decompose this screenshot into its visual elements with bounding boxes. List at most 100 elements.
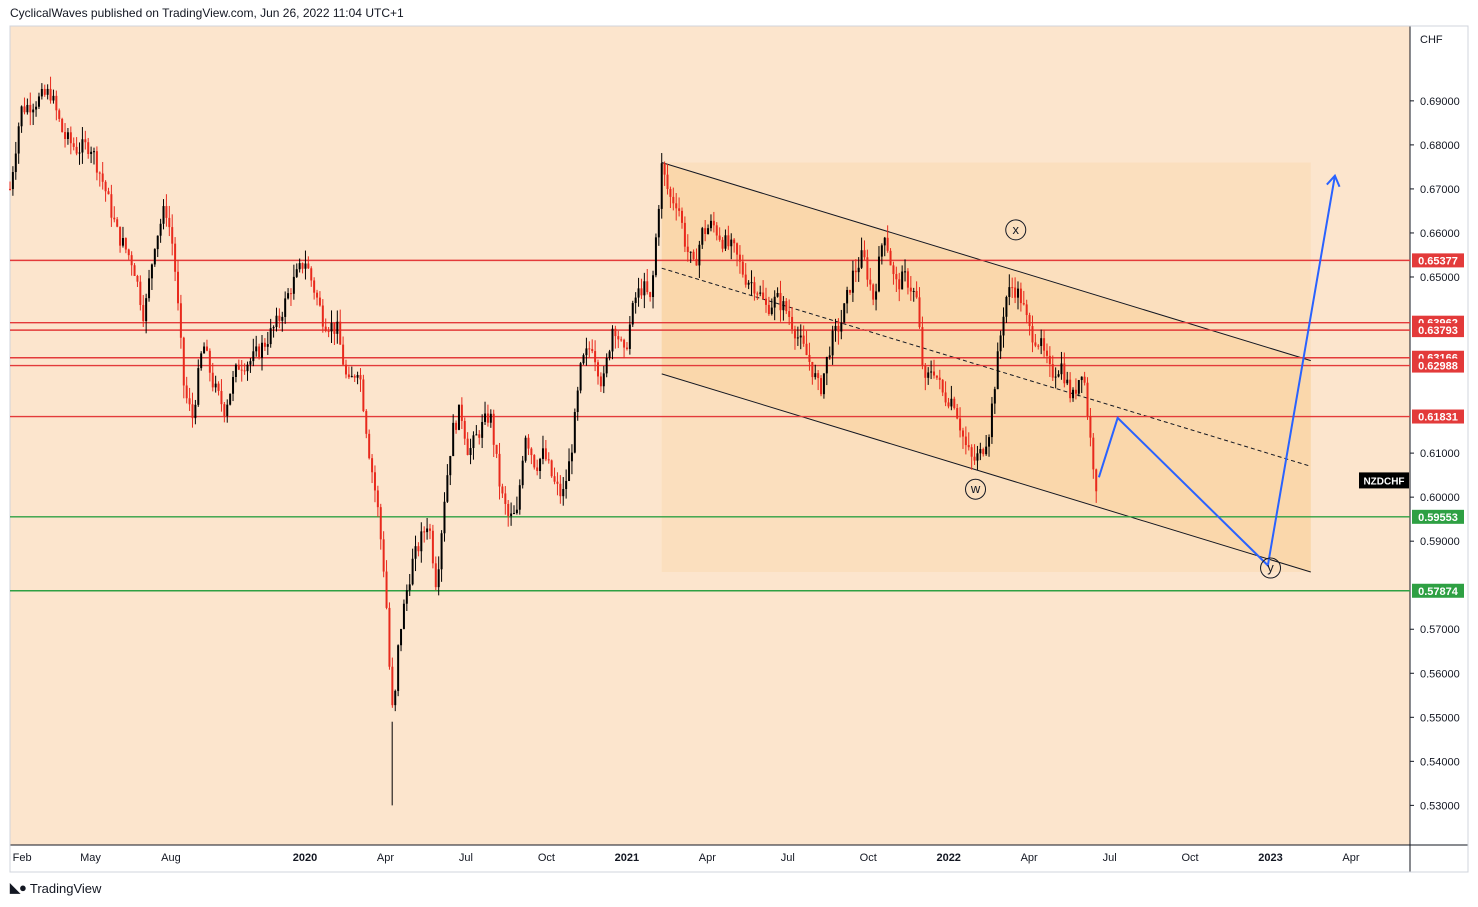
- time-tick-label: Apr: [377, 852, 394, 864]
- candle-body: [1022, 303, 1025, 305]
- candle-body: [553, 476, 556, 482]
- wave-label: y: [1267, 560, 1274, 575]
- candle-body: [269, 328, 272, 345]
- candle-body: [1083, 376, 1086, 383]
- candle-body: [970, 447, 973, 457]
- time-tick-label: 2021: [615, 852, 639, 864]
- candle-body: [449, 456, 452, 476]
- candle-body: [20, 106, 23, 127]
- candle-body: [817, 373, 820, 379]
- candle-body: [373, 472, 376, 491]
- candle-body: [405, 590, 408, 604]
- candle-body: [1011, 287, 1014, 289]
- candle-body: [721, 239, 724, 249]
- candle-body: [579, 363, 582, 391]
- candle-body: [921, 327, 924, 366]
- candle-body: [385, 571, 388, 608]
- projection-line: [1097, 175, 1336, 568]
- candle-body: [605, 357, 608, 374]
- candle-body: [1077, 380, 1080, 394]
- candle-body: [576, 390, 579, 413]
- candle-body: [814, 373, 817, 378]
- candle-body: [301, 263, 304, 269]
- axis-frame: [9, 25, 1469, 873]
- candle-body: [993, 389, 996, 404]
- candle-body: [822, 373, 825, 395]
- candle-body: [828, 355, 831, 358]
- candle-body: [533, 455, 536, 468]
- candle-body: [892, 265, 895, 275]
- candle-body: [927, 372, 930, 378]
- channel-median-line: [661, 267, 1311, 467]
- candle-body: [860, 250, 863, 268]
- candle-body: [316, 292, 319, 298]
- price-tick-label: 0.68000: [1420, 140, 1460, 152]
- candle-body: [840, 322, 843, 332]
- candle-body: [530, 448, 533, 456]
- time-tick-label: 2020: [293, 852, 317, 864]
- candle-body: [776, 292, 779, 297]
- candle-body: [898, 279, 901, 290]
- candle-body: [156, 235, 159, 250]
- candle-body: [1066, 379, 1069, 384]
- candle-body: [802, 335, 805, 344]
- candle-body: [727, 235, 730, 247]
- candle-body: [110, 194, 113, 218]
- price-tick-label: 0.55000: [1420, 712, 1460, 724]
- candle-body: [796, 337, 799, 339]
- candle-body: [287, 293, 290, 299]
- candle-body: [252, 351, 255, 362]
- candle-body: [617, 336, 620, 340]
- candle-body: [857, 267, 860, 273]
- candle-body: [582, 355, 585, 364]
- candle-body: [408, 584, 411, 591]
- candle-body: [709, 220, 712, 229]
- level-badge-box: [1412, 253, 1464, 268]
- price-tick-label: 0.66000: [1420, 228, 1460, 240]
- candle-body: [130, 255, 133, 266]
- candle-body: [967, 445, 970, 448]
- candle-body: [84, 139, 87, 143]
- candle-body: [26, 104, 29, 113]
- candle-body: [1034, 342, 1037, 346]
- price-tick-label: 0.57000: [1420, 624, 1460, 636]
- candle-body: [1072, 389, 1075, 399]
- candle-body: [704, 228, 707, 235]
- candle-body: [162, 206, 165, 224]
- price-axis[interactable]: CHF 0.69000 0.68000 0.67000 0.66000 0.65000 0…: [1410, 34, 1460, 812]
- candle-body: [901, 271, 904, 290]
- candle-body: [95, 151, 98, 173]
- candle-body: [272, 327, 275, 329]
- price-channel: [661, 162, 1311, 573]
- price-tick-label: 0.65000: [1420, 272, 1460, 284]
- candle-body: [820, 378, 823, 395]
- candle-body: [736, 243, 739, 255]
- candle-body: [87, 142, 90, 155]
- candle-body: [689, 251, 692, 253]
- candle-body: [947, 402, 950, 407]
- candle-body: [75, 146, 78, 154]
- candle-body: [527, 437, 530, 449]
- candle-body: [52, 95, 55, 101]
- level-badge-box: [1412, 409, 1464, 424]
- candle-body: [692, 251, 695, 259]
- candle-body: [133, 265, 136, 276]
- time-axis[interactable]: Feb May Aug 2020 Apr Jul Oct 2021 Apr Jul Oct 2022 A…: [13, 852, 1360, 864]
- candle-body: [999, 335, 1002, 352]
- candle-body: [556, 481, 559, 484]
- candle-body: [307, 263, 310, 269]
- candle-body: [40, 88, 43, 97]
- candle-body: [240, 369, 243, 371]
- candle-body: [915, 290, 918, 298]
- candle-body: [234, 364, 237, 377]
- level-badges: 0.653770.639620.637930.631660.629880.618…: [1412, 253, 1464, 598]
- candle-body: [715, 225, 718, 236]
- candle-body: [101, 173, 104, 182]
- candle-body: [854, 270, 857, 273]
- candle-body: [1043, 338, 1046, 351]
- candle-body: [185, 385, 188, 399]
- candle-body: [342, 344, 345, 365]
- candle-body: [883, 237, 886, 246]
- candle-body: [733, 239, 736, 244]
